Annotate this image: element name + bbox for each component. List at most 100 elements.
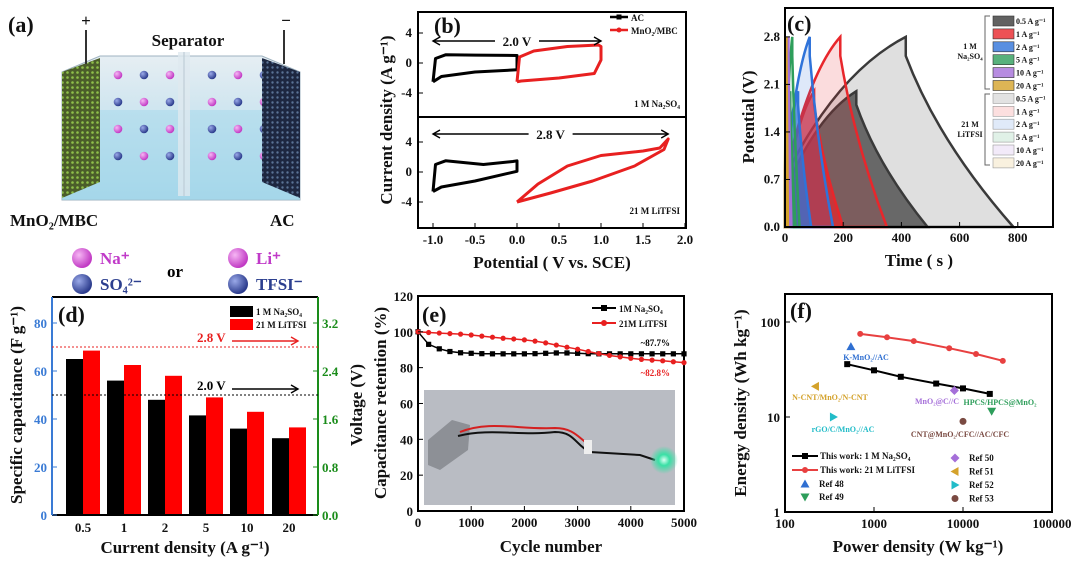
panel-f-label: (f) bbox=[790, 298, 812, 323]
retention-point bbox=[447, 348, 453, 355]
group-label: 1 M bbox=[963, 42, 977, 51]
y-tick-label: 2.8 bbox=[764, 29, 781, 44]
reference-point bbox=[987, 407, 997, 416]
legend-label: Ref 50 bbox=[969, 453, 994, 463]
legend-swatch bbox=[992, 157, 1015, 169]
ragone-line bbox=[846, 363, 991, 395]
ion-label: SO₄²⁻ bbox=[100, 275, 142, 294]
retention-point bbox=[628, 355, 634, 361]
retention-point bbox=[500, 335, 506, 341]
retention-point bbox=[543, 340, 549, 346]
minus-sign: − bbox=[281, 11, 291, 30]
legend-label: 20 A g⁻¹ bbox=[1016, 159, 1044, 168]
bar-na2so4 bbox=[189, 415, 206, 515]
bar-litfsi bbox=[124, 365, 141, 515]
legend-marker bbox=[950, 453, 960, 463]
cation-dot bbox=[113, 124, 123, 134]
retention-point bbox=[521, 351, 527, 357]
legend-marker bbox=[601, 305, 607, 311]
x-axis-title: Current density (A g⁻¹) bbox=[100, 538, 269, 557]
x-tick-label: 1 bbox=[121, 520, 128, 535]
legend-swatch bbox=[992, 67, 1015, 78]
legend-swatch bbox=[992, 106, 1015, 117]
y-axis-title: Specific capacitance (F g⁻¹) bbox=[7, 306, 26, 504]
y-right-tick-label: 2.4 bbox=[322, 364, 339, 379]
cation-dot bbox=[139, 151, 149, 161]
retention-point bbox=[681, 351, 687, 357]
cation-dot bbox=[233, 124, 243, 134]
x-tick-label: 2.0 bbox=[677, 232, 693, 247]
legend-label: 1 A g⁻¹ bbox=[1016, 30, 1040, 39]
x-axis-title: Cycle number bbox=[500, 537, 603, 556]
y-tick-label: 100 bbox=[394, 325, 414, 340]
reference-point bbox=[829, 412, 838, 422]
y-tick-label: -4 bbox=[401, 85, 412, 100]
x-tick-label: 400 bbox=[892, 230, 912, 245]
ragone-point bbox=[884, 334, 891, 341]
x-tick-label: 20 bbox=[283, 520, 296, 535]
legend-marker bbox=[802, 467, 808, 473]
y-tick-label: 40 bbox=[400, 432, 413, 447]
retention-point bbox=[670, 359, 676, 365]
y-tick-label: 0 bbox=[41, 508, 48, 523]
retention-point bbox=[660, 358, 666, 364]
legend-swatch bbox=[230, 306, 253, 317]
retention-point bbox=[426, 329, 432, 336]
retention-point bbox=[617, 354, 623, 360]
y-tick-label: 20 bbox=[400, 468, 413, 483]
retention-point bbox=[596, 351, 602, 357]
retention-point bbox=[628, 351, 634, 357]
reference-point bbox=[810, 381, 819, 391]
y-tick-label: 10 bbox=[767, 410, 780, 425]
ion-label: Na⁺ bbox=[100, 249, 130, 268]
legend-marker bbox=[951, 480, 960, 490]
retention-point bbox=[457, 331, 464, 337]
x-tick-label: 0 bbox=[782, 230, 789, 245]
legend-marker bbox=[951, 495, 959, 502]
y-tick-label: 60 bbox=[34, 364, 47, 379]
group-label: 21 M bbox=[961, 120, 979, 129]
legend-swatch bbox=[992, 41, 1015, 53]
legend-swatch bbox=[992, 54, 1015, 66]
legend-marker bbox=[601, 320, 607, 326]
retention-point bbox=[436, 346, 442, 352]
legend-swatch bbox=[992, 131, 1015, 143]
legend-label: This work: 1 M Na₂SO₄ bbox=[820, 451, 911, 461]
retention-annotation: ~82.8% bbox=[641, 368, 670, 378]
y-tick-label: 100 bbox=[761, 315, 781, 330]
ion-ball-icon bbox=[228, 248, 248, 268]
x-tick-label: 4000 bbox=[618, 515, 644, 530]
retention-point bbox=[649, 357, 655, 363]
bar-litfsi bbox=[206, 397, 223, 515]
ion-ball-icon bbox=[228, 274, 248, 294]
ion-label: Li⁺ bbox=[256, 249, 281, 268]
legend-marker bbox=[616, 14, 622, 20]
y-axis-title: Capacitance retention (%) bbox=[371, 307, 390, 499]
retention-point bbox=[638, 351, 645, 357]
voltage-window-arrow-head bbox=[660, 129, 670, 139]
y-tick-label: 4 bbox=[406, 134, 413, 149]
x-tick-label: 5000 bbox=[671, 515, 697, 530]
legend-label: 21M LiTFSI bbox=[619, 319, 668, 329]
legend-swatch bbox=[992, 93, 1015, 104]
y-tick-label: 4 bbox=[406, 25, 413, 40]
panel-a-label: (a) bbox=[8, 12, 34, 37]
legend-swatch bbox=[992, 144, 1015, 156]
legend-label: Ref 48 bbox=[819, 479, 844, 489]
retention-annotation: ~87.7% bbox=[641, 338, 670, 348]
ragone-point bbox=[999, 357, 1006, 364]
retention-point bbox=[489, 351, 496, 357]
anion-dot bbox=[113, 151, 123, 161]
x-axis-title: Power density (W kg⁻¹) bbox=[833, 537, 1004, 556]
y-tick-label: 20 bbox=[34, 460, 47, 475]
x-axis-title: Potential ( V vs. SCE) bbox=[473, 253, 631, 272]
photo-red-wire bbox=[459, 424, 591, 446]
bar-na2so4 bbox=[230, 428, 247, 515]
retention-point bbox=[521, 337, 528, 343]
right-electrode-label: AC bbox=[270, 211, 295, 230]
voltage-label: 2.8 V bbox=[197, 330, 226, 345]
legend-marker bbox=[802, 453, 808, 459]
x-tick-label: 0.5 bbox=[551, 232, 568, 247]
y-tick-label: -4 bbox=[401, 194, 412, 209]
